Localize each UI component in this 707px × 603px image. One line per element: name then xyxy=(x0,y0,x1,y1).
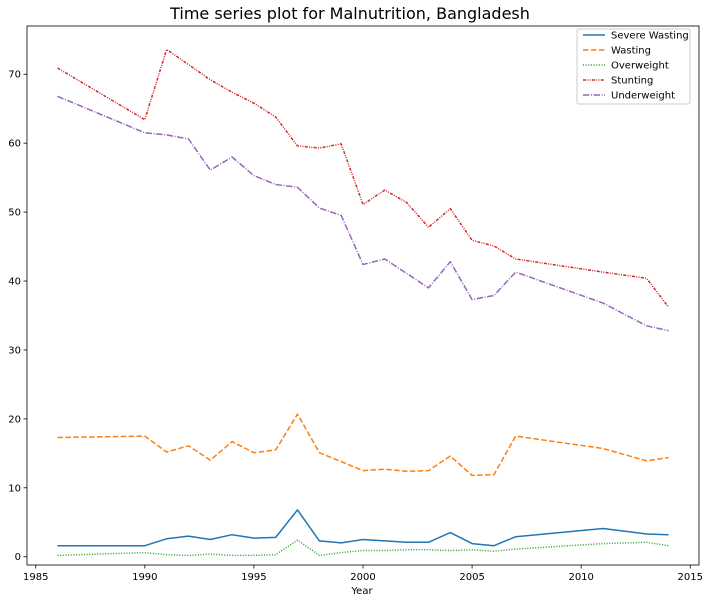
y-tick-label: 40 xyxy=(8,277,21,288)
x-axis: 1985 1990 1995 2000 2005 2010 2015 xyxy=(23,565,703,583)
legend: Severe Wasting Wasting Overweight Stunting U… xyxy=(576,28,691,105)
x-tick-label: 2005 xyxy=(459,572,484,583)
x-tick-label: 2010 xyxy=(568,572,593,583)
legend-label-wasting: Wasting xyxy=(611,46,651,57)
legend-label-underweight: Underweight xyxy=(611,91,675,102)
chart-title: Time series plot for Malnutrition, Bangl… xyxy=(169,4,530,23)
y-tick-label: 20 xyxy=(8,414,21,425)
plot-area xyxy=(26,25,700,566)
y-tick-label: 30 xyxy=(8,345,21,356)
series-line-severe-wasting xyxy=(57,509,669,547)
y-tick-label: 70 xyxy=(8,70,21,81)
series-line-underweight xyxy=(57,95,669,332)
x-tick-label: 1990 xyxy=(132,572,157,583)
x-tick-label: 1995 xyxy=(241,572,266,583)
series-layer xyxy=(57,48,670,557)
x-tick-label: 2015 xyxy=(678,572,703,583)
series-line-stunting xyxy=(57,48,670,308)
x-axis-label: Year xyxy=(350,586,373,597)
x-tick-label: 1985 xyxy=(23,572,48,583)
legend-box xyxy=(576,28,691,105)
series-line-wasting xyxy=(57,413,669,477)
y-tick-label: 10 xyxy=(8,483,21,494)
legend-label-overweight: Overweight xyxy=(611,61,669,72)
y-tick-label: 0 xyxy=(15,552,21,563)
x-tick-label: 2000 xyxy=(350,572,375,583)
y-tick-label: 60 xyxy=(8,139,21,150)
legend-label-severe-wasting: Severe Wasting xyxy=(611,31,689,42)
legend-label-stunting: Stunting xyxy=(611,76,653,87)
y-tick-label: 50 xyxy=(8,208,21,219)
y-axis: 0 10 20 30 40 50 60 70 xyxy=(8,70,27,563)
